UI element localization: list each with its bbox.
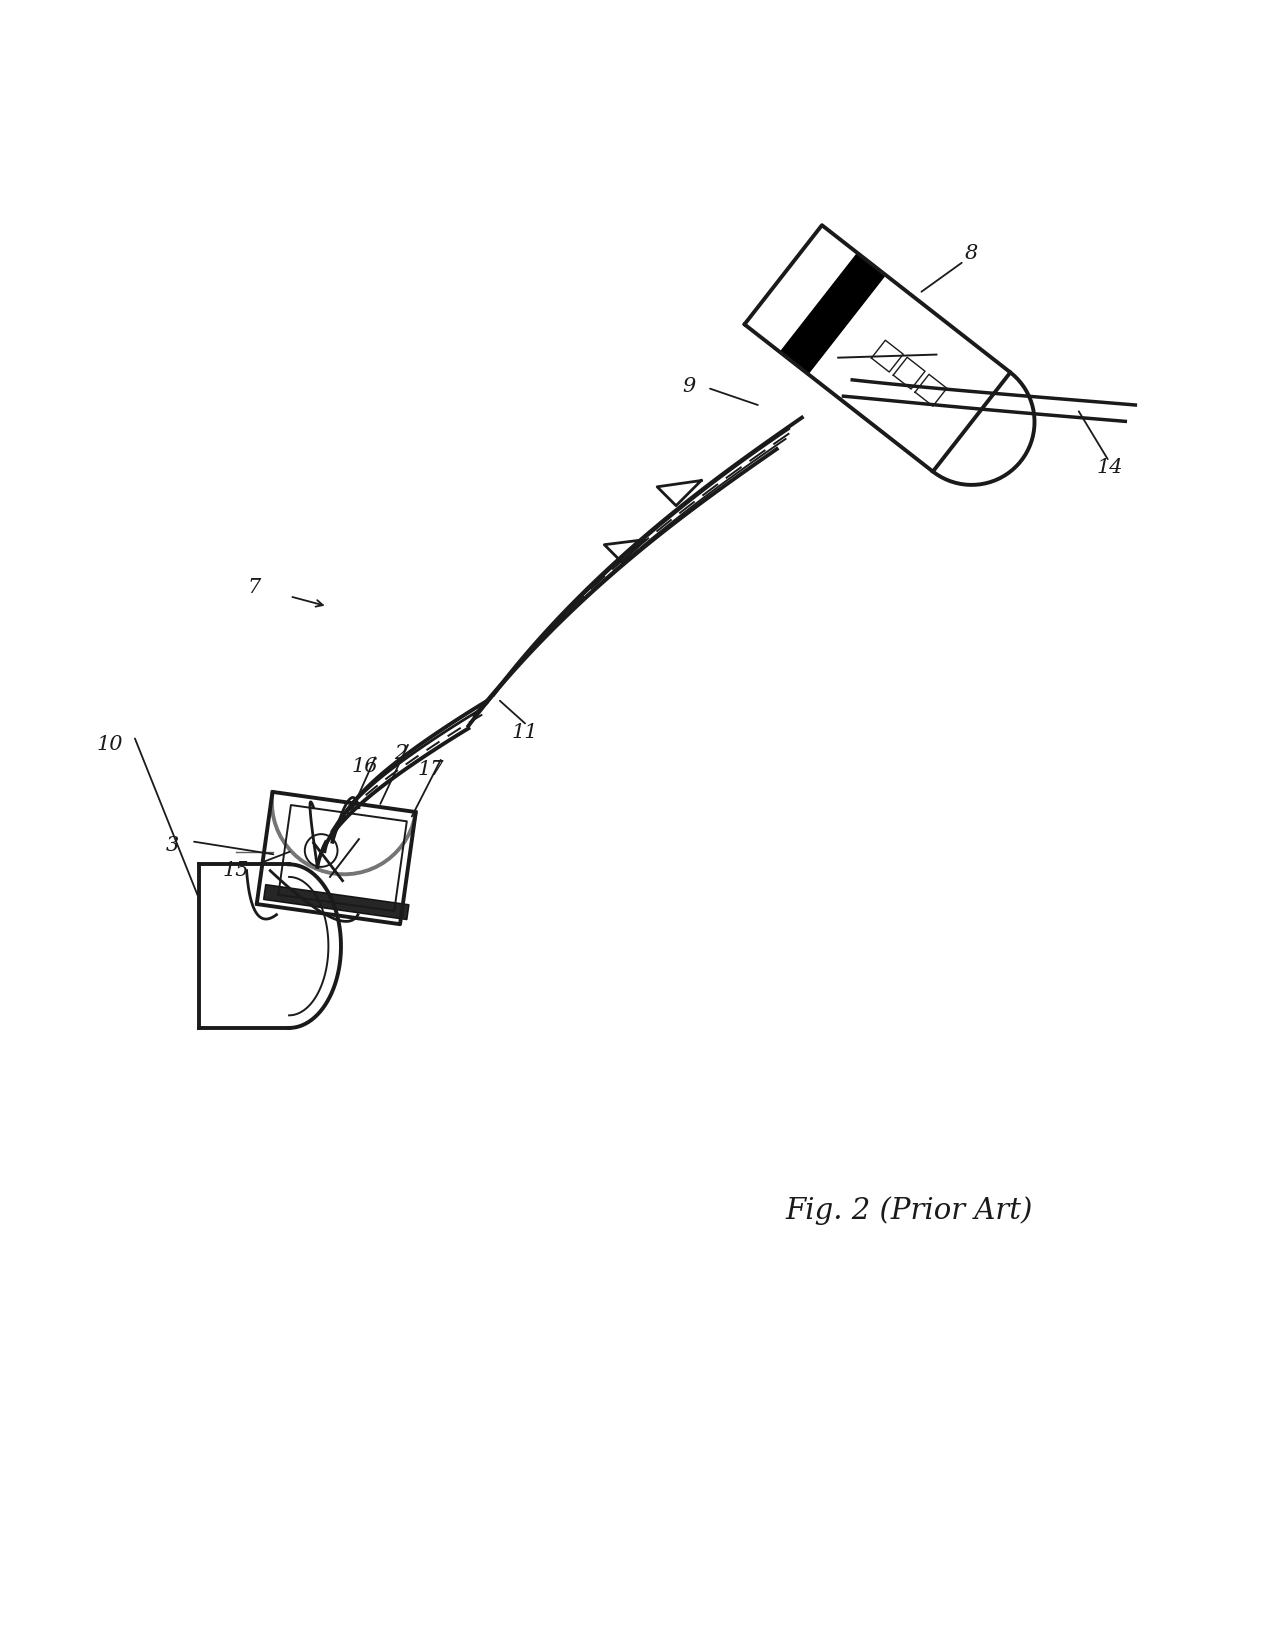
Text: 16: 16 [351,757,378,775]
Text: 8: 8 [966,244,978,264]
Text: 15: 15 [222,861,249,881]
Text: 3: 3 [166,835,179,855]
Text: 17: 17 [417,760,444,780]
Polygon shape [780,252,885,374]
Text: Fig. 2 (Prior Art): Fig. 2 (Prior Art) [785,1197,1033,1224]
Text: 11: 11 [512,723,538,742]
Text: 14: 14 [1097,459,1124,477]
Polygon shape [264,884,410,920]
Text: 7: 7 [248,578,262,597]
Text: 2: 2 [394,744,407,764]
Text: 9: 9 [683,376,695,396]
Text: 10: 10 [96,736,123,754]
